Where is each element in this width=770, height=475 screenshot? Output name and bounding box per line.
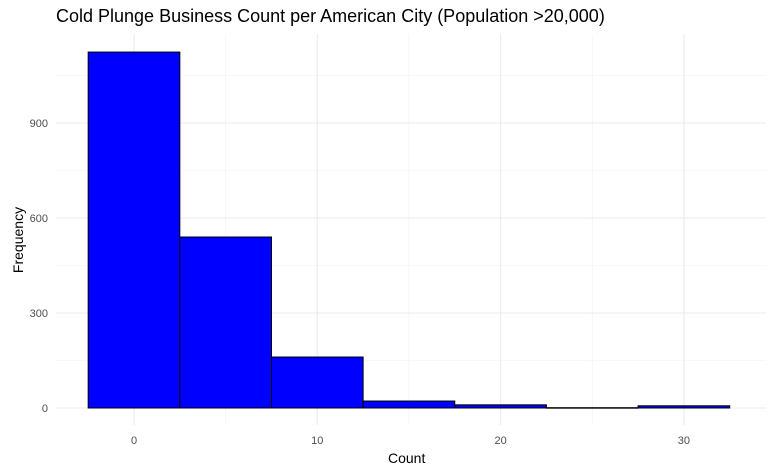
x-axis-label: Count <box>388 450 426 466</box>
histogram-bar <box>637 405 731 409</box>
y-tick-label: 600 <box>30 213 48 225</box>
x-tick-label: 10 <box>311 435 323 447</box>
histogram-bar <box>454 404 547 409</box>
y-tick-label: 0 <box>42 403 48 415</box>
y-tick-label: 300 <box>30 308 48 320</box>
y-tick-label: 900 <box>30 118 48 130</box>
histogram-bar <box>362 400 456 409</box>
chart-title: Cold Plunge Business Count per American … <box>56 6 605 26</box>
histogram-bar <box>179 236 272 409</box>
x-tick-label: 30 <box>678 435 690 447</box>
histogram-bar <box>545 407 639 409</box>
histogram-bar <box>87 51 181 409</box>
x-tick-label: 0 <box>131 435 137 447</box>
x-tick-label: 20 <box>494 435 506 447</box>
histogram-bar <box>270 356 364 409</box>
